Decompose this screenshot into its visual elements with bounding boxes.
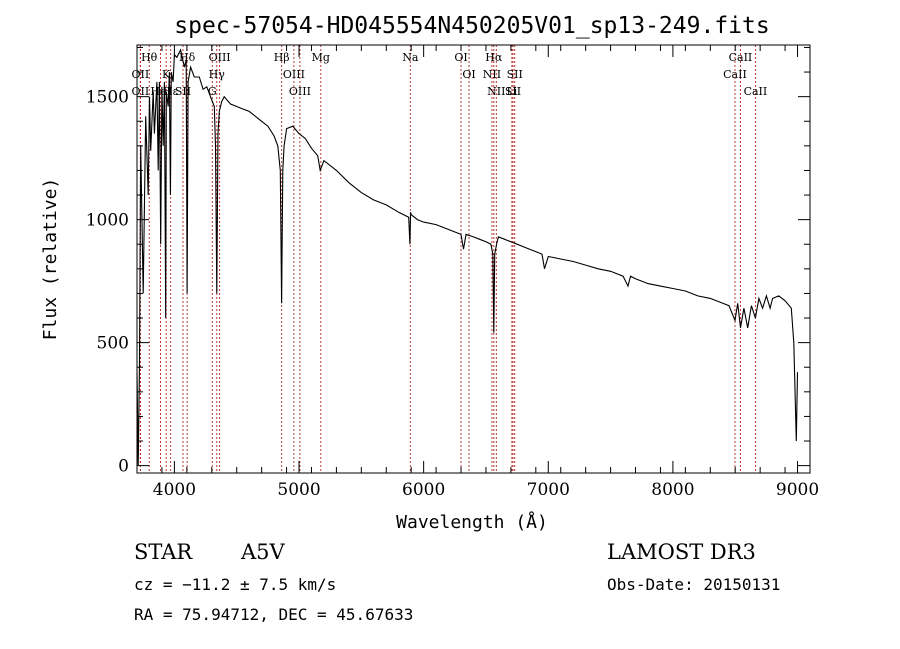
line-marker-label: CaII [744,85,768,98]
x-tick-label: 7000 [527,480,570,500]
chart-title: spec-57054-HD045554N450205V01_sp13-249.f… [174,13,769,39]
x-tick-label: 9000 [776,480,819,500]
spectrum-line [136,48,799,466]
line-marker-label: K [162,68,171,81]
observation-date: Obs-Date: 20150131 [607,575,780,594]
line-marker-label: SII [175,85,191,98]
line-marker-label: OIII [283,68,305,81]
line-marker-label: G [208,85,217,98]
line-marker-label: CaII [729,51,753,64]
line-marker-label: SII [505,85,521,98]
survey-name: LAMOST DR3 [607,540,756,564]
y-axis-ticks: 0 500 1000 1500 [86,46,810,477]
y-tick-label: 1000 [86,211,129,231]
object-class: STAR [134,540,193,564]
emission-line-markers [139,45,756,473]
spectral-subclass: A5V [240,540,286,564]
redshift-cz: cz = −11.2 ± 7.5 km/s [134,575,336,594]
line-marker-label: Hθ [141,51,158,64]
line-marker-label: Li [506,85,517,98]
y-tick-label: 500 [97,334,129,354]
line-marker-label: Hβ [274,51,290,64]
line-marker-label: OI [454,51,467,64]
line-marker-label: Hα [485,51,503,64]
line-marker-label: OI [462,68,475,81]
line-marker-label: Na [402,51,419,64]
line-marker-label: OII [132,85,150,98]
y-tick-label: 0 [118,457,129,477]
plot-frame [136,44,811,474]
y-axis-label: Flux (relative) [40,178,61,341]
line-marker-label: OIII [289,85,311,98]
x-axis-label: Wavelength (Å) [396,511,548,533]
x-tick-label: 8000 [651,480,694,500]
line-marker-label: Mg [312,51,330,64]
line-marker-label: CaII [723,68,747,81]
x-tick-label: 5000 [277,480,320,500]
line-marker-label: HeI [150,85,170,98]
line-marker-label: OII [132,68,150,81]
line-marker-label: NII [487,85,505,98]
line-marker-label: Hγ [209,68,226,81]
x-tick-label: 4000 [153,480,196,500]
line-marker-label: OIII [209,51,231,64]
line-marker-label: SII [507,68,523,81]
line-marker-label: NII [483,68,501,81]
y-tick-label: 1500 [86,88,129,108]
coordinates: RA = 75.94712, DEC = 45.67633 [134,605,413,624]
x-tick-label: 6000 [402,480,445,500]
x-axis-ticks: 4000 5000 6000 7000 8000 9000 [136,45,819,500]
